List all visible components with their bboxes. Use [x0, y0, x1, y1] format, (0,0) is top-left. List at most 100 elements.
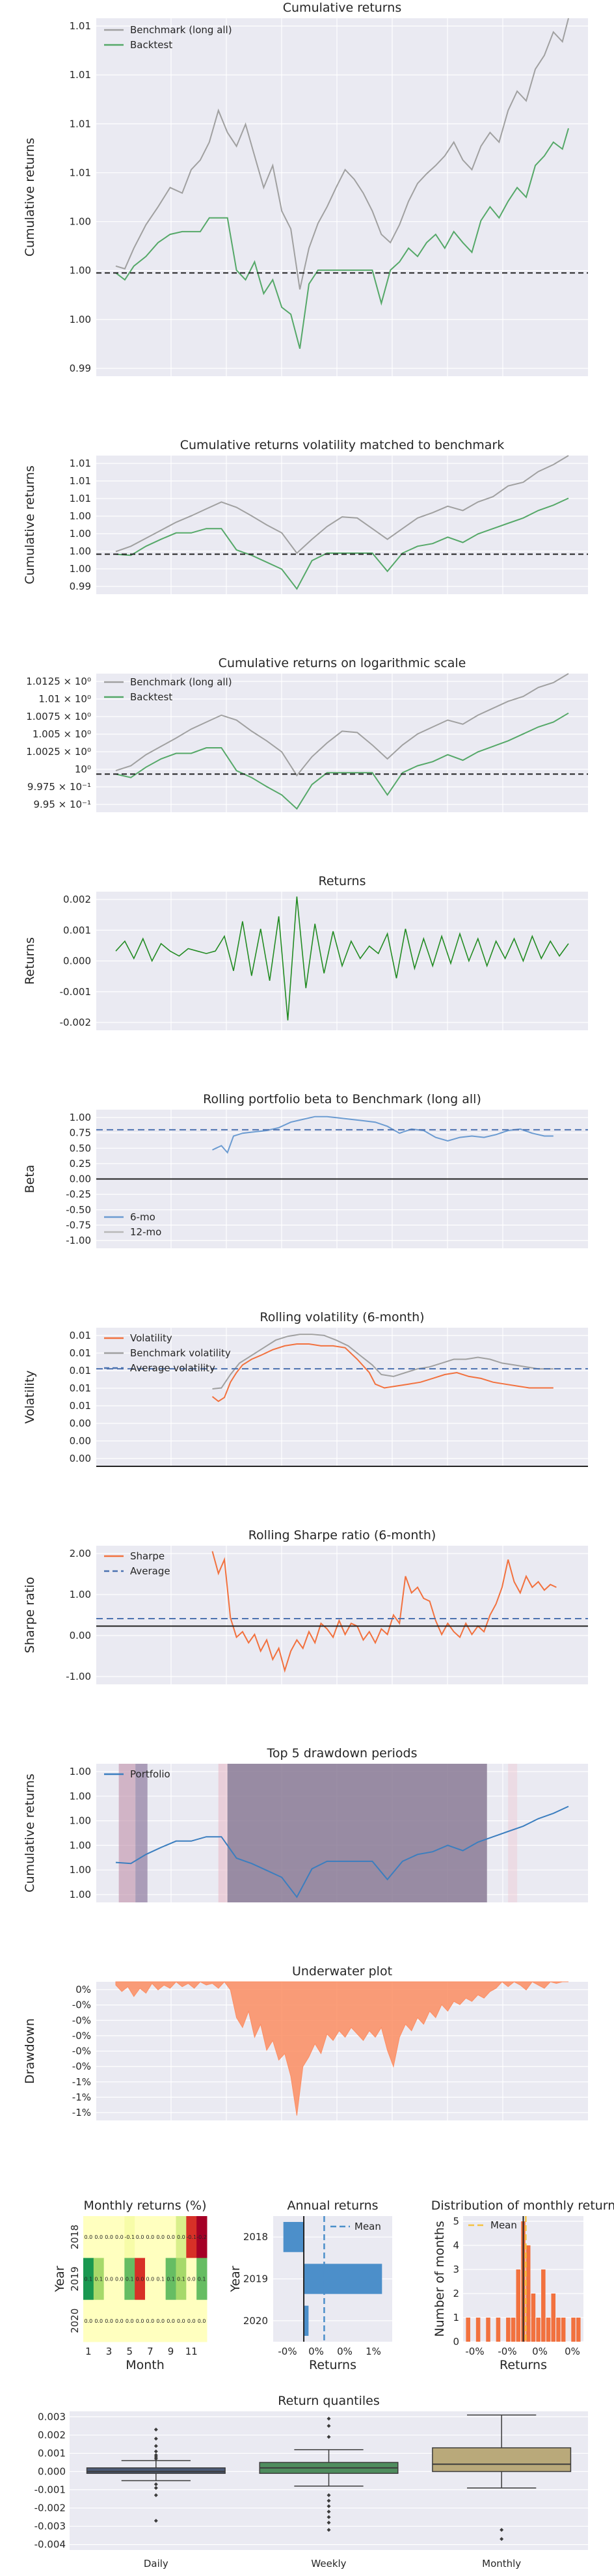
y-tick-label: 2018: [69, 2225, 81, 2249]
series-line-1: [115, 497, 569, 590]
y-tick-label: 1.01: [70, 167, 91, 178]
outlier-point: [154, 2493, 158, 2497]
outlier-point: [500, 2537, 504, 2542]
heatmap-cell-label: 0.0: [146, 2234, 155, 2240]
y-tick-label: 2020: [243, 2315, 268, 2327]
y-axis-label: Year: [228, 2266, 243, 2292]
chart-title: Cumulative returns: [283, 1, 401, 15]
x-tick-label: 1%: [366, 2346, 381, 2357]
histogram-bar: [561, 2318, 566, 2342]
heatmap-cell: [93, 2216, 105, 2258]
heatmap-cell: [114, 2216, 125, 2258]
heatmap-cell-label: 0.0: [105, 2277, 113, 2282]
heatmap-cell: [186, 2216, 197, 2258]
heatmap-cell-label: 0.0: [187, 2318, 196, 2324]
histogram-bar: [576, 2318, 581, 2342]
y-tick-label: 1.00: [70, 1889, 91, 1900]
heatmap-cell: [165, 2258, 176, 2301]
box: [86, 2467, 226, 2474]
annual-return-bar: [283, 2222, 304, 2253]
heatmap-cell-label: 0.0: [94, 2234, 103, 2240]
histogram-bar: [551, 2294, 556, 2342]
y-tick-label: 1.01: [70, 493, 91, 504]
plot-background: [96, 18, 588, 376]
y-tick-label: -1.00: [66, 1235, 91, 1246]
drawdown-period-band: [218, 1764, 228, 1902]
heatmap-cell-label: 0.0: [115, 2234, 124, 2240]
y-tick-label: 1.01: [70, 69, 91, 81]
y-tick-label: 1.0075 × 10⁰: [26, 711, 91, 722]
outlier-point: [500, 2528, 504, 2532]
heatmap-cell: [103, 2216, 114, 2258]
heatmap-cell-label: 0.0: [115, 2318, 124, 2324]
drawdown-period-band: [227, 1764, 487, 1902]
series-line-0: [212, 1116, 554, 1154]
series-line-0: [115, 1805, 569, 1898]
series-line-0: [115, 18, 569, 290]
y-tick-label: 1.01: [70, 20, 91, 32]
heatmap-cell-label: 0.1: [177, 2277, 185, 2282]
heatmap-cell-label: 0.1: [94, 2277, 103, 2282]
y-tick-label: 0.000: [38, 2465, 66, 2477]
heatmap-cell-label: 0.0: [105, 2234, 113, 2240]
y-tick-label: 9.975 × 10⁻¹: [27, 781, 91, 793]
x-tick-label: 0%: [337, 2346, 353, 2357]
chart-title: Cumulative returns volatility matched to…: [180, 438, 505, 452]
heatmap-cell: [103, 2258, 114, 2301]
y-axis-label: Returns: [23, 937, 37, 985]
y-tick-label: 0.002: [38, 2429, 66, 2441]
outlier-point: [154, 2456, 158, 2461]
heatmap-cell-label: 0.0: [105, 2318, 113, 2324]
histogram-bar: [516, 2269, 521, 2342]
y-tick-label: 2019: [243, 2273, 268, 2285]
heatmap-cell-label: 0.0: [136, 2234, 144, 2240]
y-tick-label: 0.000: [63, 955, 91, 967]
y-tick-label: 0.00: [70, 1173, 91, 1185]
heatmap-cell-label: 0.0: [156, 2234, 165, 2240]
heatmap-cell-label: 0.0: [85, 2234, 93, 2240]
y-tick-label: 0.01: [70, 1382, 91, 1394]
chart-panel-2: 1.0125 × 10⁰ 1.01 × 10⁰ 1.0075 × 10⁰ 1.005 …: [26, 656, 588, 812]
chart-title: Annual returns: [287, 2199, 378, 2213]
y-tick-label: 1.00: [70, 1864, 91, 1876]
y-tick-label: 1.01: [70, 118, 91, 130]
x-tick-label: Weekly: [311, 2558, 346, 2569]
legend-label: Benchmark (long all): [130, 676, 232, 688]
heatmap-cell: [135, 2216, 146, 2258]
heatmap-cell: [155, 2258, 167, 2301]
histogram-bar: [475, 2318, 481, 2342]
y-tick-label: 0.00: [70, 1453, 91, 1464]
y-tick-label: 4: [453, 2240, 459, 2251]
histogram-bar: [546, 2318, 551, 2342]
outlier-point: [154, 2482, 158, 2487]
series-line-1: [115, 128, 569, 349]
heatmap-cell: [186, 2299, 197, 2342]
x-tick-label: -0%: [465, 2346, 484, 2357]
heatmap-cell-label: 0.1: [85, 2277, 93, 2282]
y-tick-label: 2.00: [70, 1548, 91, 1559]
drawdown-period-band: [508, 1764, 518, 1902]
y-tick-label: -0.001: [34, 2484, 66, 2496]
y-tick-label: 1.01 × 10⁰: [38, 693, 91, 705]
y-tick-label: 1.01: [70, 458, 91, 469]
heatmap-cell: [124, 2216, 135, 2258]
chart-title: Rolling Sharpe ratio (6-month): [248, 1528, 436, 1542]
drawdown-period-band: [118, 1764, 136, 1902]
y-tick-label: -0%: [72, 1999, 91, 2011]
heatmap-cell: [83, 2216, 94, 2258]
y-tick-label: 0.00: [70, 1630, 91, 1641]
x-tick-label: 1: [85, 2346, 92, 2357]
heatmap-cell-label: 0.1: [156, 2277, 165, 2282]
y-tick-label: -0.001: [60, 986, 91, 998]
y-tick-label: 1.0125 × 10⁰: [26, 676, 91, 687]
heatmap-cell-label: 0.0: [126, 2318, 134, 2324]
y-tick-label: 0.003: [38, 2411, 66, 2422]
legend-label: Sharpe: [130, 1550, 165, 1562]
series-line-0: [211, 1551, 557, 1673]
outlier-point: [154, 2486, 158, 2490]
y-tick-label: 1.00: [70, 1790, 91, 1802]
outlier-point: [327, 2528, 331, 2532]
x-tick-label: Daily: [144, 2558, 168, 2569]
y-tick-label: -0.003: [34, 2521, 66, 2532]
heatmap-cell-label: 0.0: [94, 2318, 103, 2324]
